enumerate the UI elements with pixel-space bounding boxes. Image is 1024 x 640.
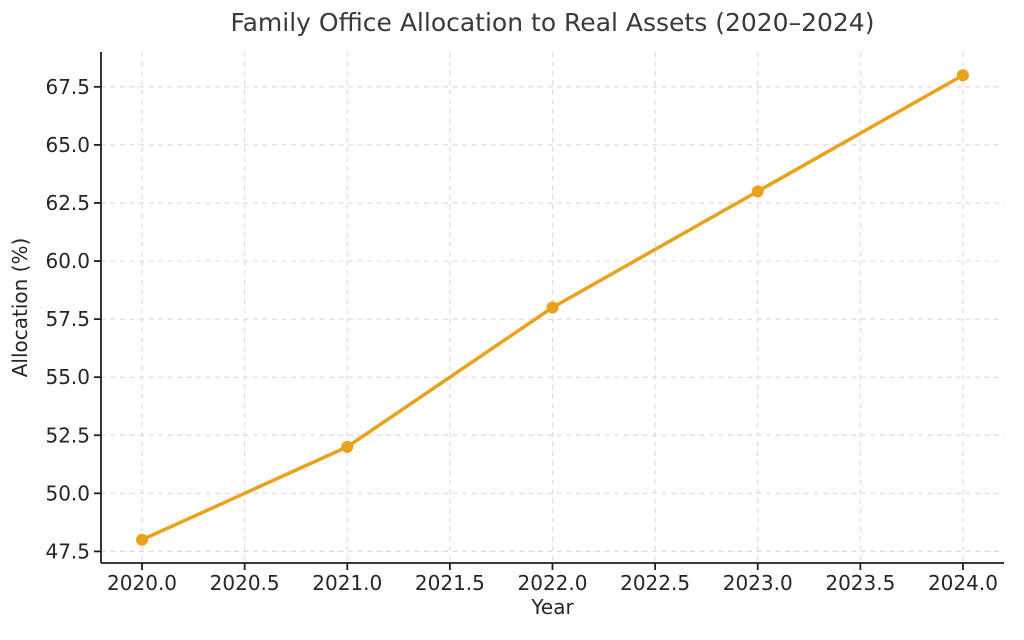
chart-title: Family Office Allocation to Real Assets …	[231, 8, 875, 37]
y-tick-label: 60.0	[45, 249, 90, 273]
data-point-marker	[341, 440, 354, 453]
y-tick-labels: 47.5 50.0 52.5 55.0 57.5 60.0 62.5 65.0 67.5	[45, 75, 90, 564]
x-tick-label: 2022.5	[620, 571, 690, 595]
y-tick-label: 67.5	[45, 75, 90, 99]
x-tick-labels: 2020.0 2020.5 2021.0 2021.5 2022.0 2022.5 2023…	[107, 571, 998, 595]
x-tick-label: 2023.0	[723, 571, 793, 595]
x-tick-label: 2024.0	[928, 571, 998, 595]
x-tick-label: 2020.5	[210, 571, 280, 595]
y-tick-label: 57.5	[45, 307, 90, 331]
x-tick-label: 2020.0	[107, 571, 177, 595]
y-tick-label: 50.0	[45, 481, 90, 505]
y-tick-label: 55.0	[45, 365, 90, 389]
y-axis-label: Allocation (%)	[8, 238, 32, 378]
x-axis-label: Year	[530, 595, 574, 619]
y-tick-label: 47.5	[45, 539, 90, 563]
y-tick-label: 65.0	[45, 133, 90, 157]
x-tick-label: 2021.0	[312, 571, 382, 595]
data-point-marker	[546, 301, 559, 314]
data-point-marker	[751, 185, 764, 198]
x-tick-label: 2023.5	[825, 571, 895, 595]
data-series	[136, 69, 969, 546]
y-tick-label: 62.5	[45, 191, 90, 215]
y-tick-label: 52.5	[45, 423, 90, 447]
tick-marks	[94, 85, 964, 570]
gridlines	[101, 52, 1004, 563]
data-point-marker	[956, 69, 969, 82]
data-point-marker	[136, 533, 149, 546]
x-tick-label: 2022.0	[518, 571, 588, 595]
x-tick-label: 2021.5	[415, 571, 485, 595]
